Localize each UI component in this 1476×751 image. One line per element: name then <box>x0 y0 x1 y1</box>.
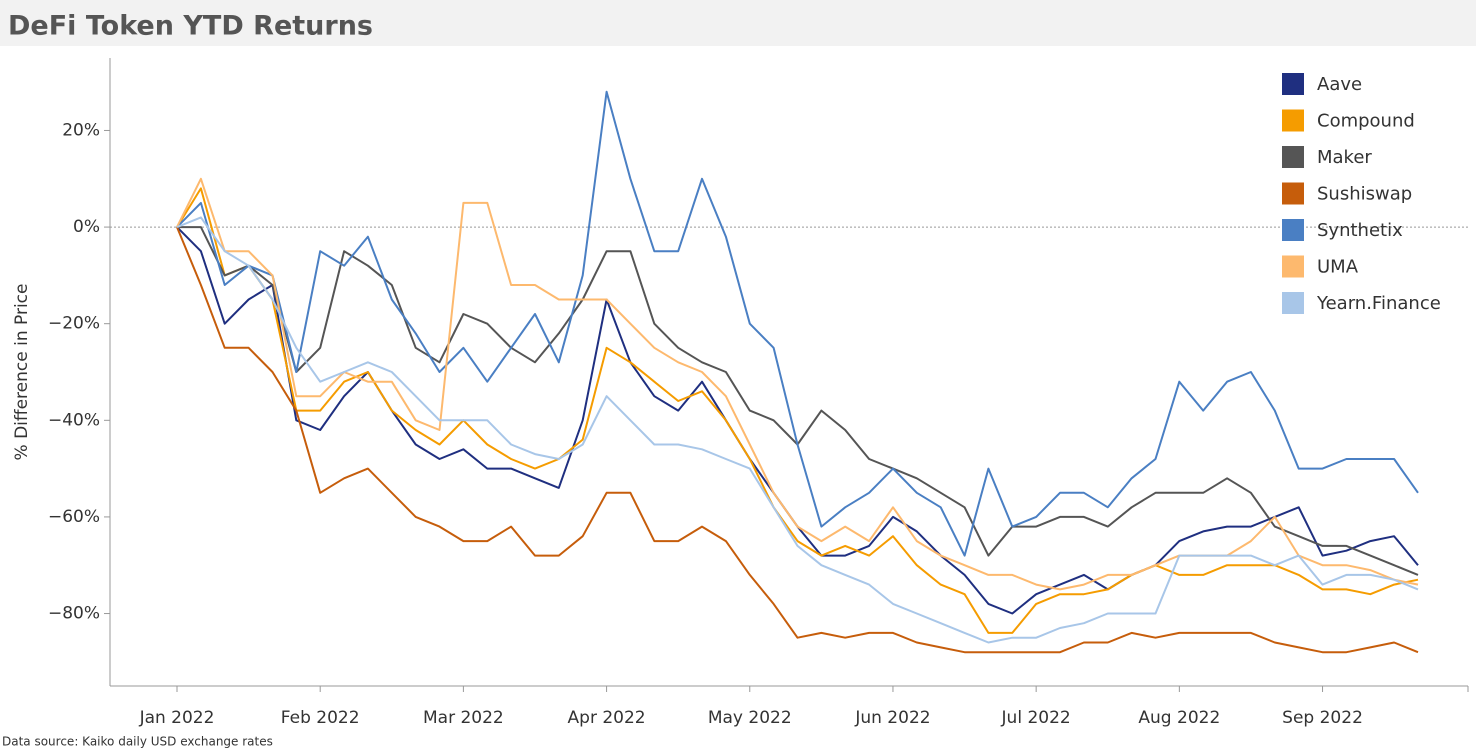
chart-title: DeFi Token YTD Returns <box>8 11 373 42</box>
x-tick-label: Jun 2022 <box>854 708 930 728</box>
legend-label: UMA <box>1317 257 1359 278</box>
legend-swatch <box>1282 219 1304 241</box>
x-tick-label: Aug 2022 <box>1138 708 1220 728</box>
x-tick-label: Jul 2022 <box>1001 708 1071 728</box>
x-tick-label: Mar 2022 <box>423 708 504 728</box>
x-tick-label: May 2022 <box>708 708 792 728</box>
legend-label: Synthetix <box>1317 220 1403 241</box>
series-line <box>177 226 1419 576</box>
y-tick-label: −20% <box>48 314 100 334</box>
legend-swatch <box>1282 73 1304 95</box>
y-tick-label: −60% <box>48 507 100 527</box>
x-tick-label: Sep 2022 <box>1282 708 1363 728</box>
header-band <box>0 0 1476 46</box>
series-line <box>176 226 1419 654</box>
y-axis-label: % Difference in Price <box>12 284 32 461</box>
legend-label: Yearn.Finance <box>1316 293 1441 314</box>
y-tick-label: 0% <box>73 217 100 237</box>
legend-label: Maker <box>1317 147 1372 168</box>
y-tick-label: −40% <box>48 410 100 430</box>
series-line <box>176 90 1419 557</box>
legend-label: Sushiswap <box>1317 184 1412 205</box>
legend-swatch <box>1282 146 1304 168</box>
y-tick-label: −80% <box>48 604 100 624</box>
series-line <box>176 187 1419 634</box>
x-tick-label: Apr 2022 <box>568 708 646 728</box>
legend-swatch <box>1282 255 1304 278</box>
legend-swatch <box>1282 182 1304 205</box>
y-tick-label: 20% <box>62 120 100 140</box>
legend-swatch <box>1282 109 1304 132</box>
legend-label: Compound <box>1317 111 1415 132</box>
x-tick-label: Feb 2022 <box>281 708 360 728</box>
source-note: Data source: Kaiko daily USD exchange ra… <box>2 735 273 749</box>
legend-label: Aave <box>1317 74 1362 95</box>
x-tick-label: Jan 2022 <box>139 708 215 728</box>
legend-swatch <box>1282 292 1304 314</box>
series-line <box>176 216 1419 644</box>
